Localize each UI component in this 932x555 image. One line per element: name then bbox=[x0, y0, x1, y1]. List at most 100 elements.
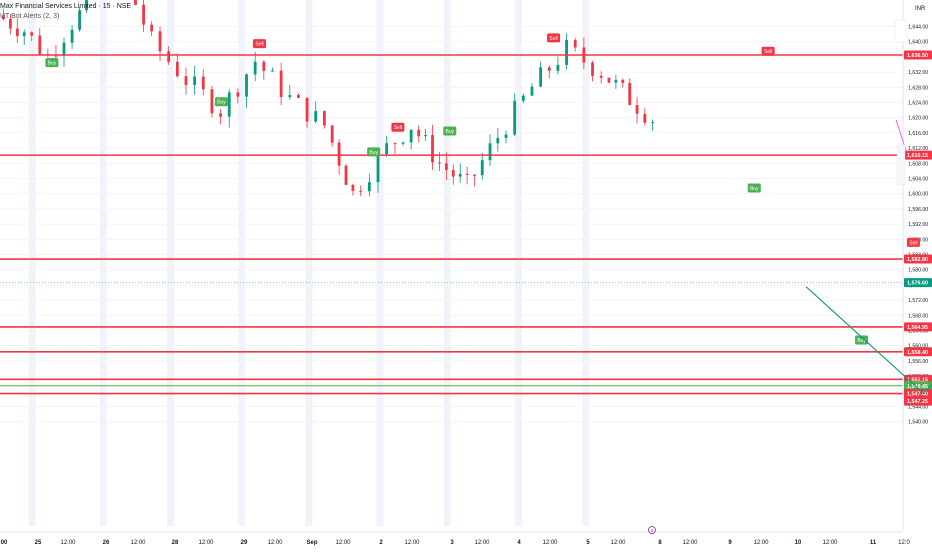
x-tick-label: 12:00 bbox=[682, 540, 698, 546]
x-tick-label: 12:00 bbox=[267, 540, 283, 546]
candle-body bbox=[628, 82, 632, 106]
x-tick-label: 12:0 bbox=[898, 540, 910, 546]
buy-signal-tag bbox=[367, 147, 381, 157]
indicator-name[interactable]: UT Bot Alerts (2, 3) bbox=[0, 13, 60, 20]
candle-body bbox=[322, 111, 326, 126]
sell-signal-tag bbox=[547, 33, 561, 43]
x-tick-label: 12:00 bbox=[130, 540, 146, 546]
y-tick-label: 1,564.00 bbox=[908, 329, 928, 335]
candle-body bbox=[458, 173, 462, 177]
level-price-tag bbox=[904, 322, 932, 332]
candle-body bbox=[409, 129, 413, 143]
candle-body bbox=[271, 70, 274, 72]
candle-body bbox=[38, 35, 42, 55]
candle-body bbox=[344, 165, 348, 185]
candle-body bbox=[521, 95, 525, 101]
y-tick-label: 1,604.00 bbox=[908, 177, 928, 183]
signal-label: Buy bbox=[369, 150, 378, 156]
x-tick-label: 10 bbox=[795, 540, 802, 546]
x-tick-label: Sep bbox=[306, 540, 317, 546]
signal-label: Sell bbox=[549, 36, 557, 42]
y-tick-label: 1,540.00 bbox=[908, 420, 928, 426]
signal-label: Sell bbox=[255, 42, 263, 48]
candle-body bbox=[465, 173, 469, 175]
candle-body bbox=[297, 95, 300, 98]
candle-body bbox=[621, 79, 625, 83]
candle-body bbox=[359, 190, 363, 192]
projection-path bbox=[805, 286, 932, 395]
x-tick-label: 9 bbox=[728, 540, 732, 546]
y-tick-label: 1,580.00 bbox=[908, 268, 928, 274]
signal-label: Buy bbox=[48, 61, 57, 67]
candle-body bbox=[385, 143, 389, 155]
candle-body bbox=[330, 125, 334, 143]
event-marker-label: 4 bbox=[651, 528, 654, 533]
candle-body bbox=[424, 135, 427, 137]
level-price-label: 1,547.40 bbox=[907, 392, 928, 398]
candle-body bbox=[444, 163, 448, 170]
candle-body bbox=[651, 122, 655, 124]
sell-signal-tag bbox=[761, 46, 775, 56]
y-tick-label: 1,560.00 bbox=[908, 344, 928, 350]
x-tick-label: 12:00 bbox=[335, 540, 351, 546]
x-tick-label: 4 bbox=[517, 540, 521, 546]
candle-body bbox=[30, 32, 34, 36]
signal-label: Buy bbox=[857, 338, 866, 344]
level-price-tag bbox=[904, 150, 932, 160]
level-price-tag bbox=[904, 389, 932, 399]
currency-label: INR bbox=[915, 6, 926, 12]
x-tick-label: 28 bbox=[172, 540, 179, 546]
candle-body bbox=[547, 67, 551, 71]
x-tick-label: 11 bbox=[870, 540, 877, 546]
y-tick-label: 1,544.00 bbox=[908, 405, 928, 411]
candle-body bbox=[134, 0, 137, 5]
x-tick-label: 12:00 bbox=[542, 540, 558, 546]
candle-body bbox=[530, 86, 534, 96]
session-band bbox=[515, 0, 522, 526]
candle-body bbox=[417, 129, 421, 137]
signal-label: Buy bbox=[217, 100, 226, 106]
level-price-label: 1,582.80 bbox=[907, 257, 928, 263]
candle-body bbox=[573, 40, 577, 48]
candle-body bbox=[376, 154, 380, 183]
candle-body bbox=[643, 113, 647, 123]
current-price-tag bbox=[904, 278, 932, 288]
candle-body bbox=[635, 105, 639, 114]
mini-panel bbox=[894, 19, 908, 43]
signal-label: Sell bbox=[909, 240, 917, 246]
candle-body bbox=[367, 182, 371, 192]
symbol-title[interactable]: Max Financial Services Limited · 15 · NS… bbox=[0, 3, 132, 10]
x-tick-label: 2 bbox=[379, 540, 383, 546]
y-tick-label: 1,608.00 bbox=[908, 161, 928, 167]
candle-body bbox=[70, 29, 74, 43]
candle-body bbox=[504, 134, 508, 138]
candle-body bbox=[262, 61, 266, 71]
x-tick-label: 12:00 bbox=[753, 540, 769, 546]
session-band bbox=[305, 0, 313, 526]
candle-body bbox=[451, 169, 455, 177]
candle-body bbox=[142, 4, 145, 25]
y-tick-label: 1,612.00 bbox=[908, 146, 928, 152]
candle-body bbox=[245, 74, 248, 97]
level-price-label: 1,610.15 bbox=[907, 153, 928, 159]
price-axis bbox=[903, 0, 932, 550]
x-tick-label: 12:00 bbox=[610, 540, 626, 546]
y-tick-label: 1,572.00 bbox=[908, 298, 928, 304]
candle-body bbox=[438, 162, 441, 164]
candle-body bbox=[496, 137, 500, 144]
event-marker bbox=[648, 526, 656, 534]
level-price-tag bbox=[904, 50, 932, 60]
y-tick-label: 1,596.00 bbox=[908, 207, 928, 213]
y-tick-label: 1,624.00 bbox=[908, 101, 928, 107]
session-band bbox=[238, 0, 246, 526]
x-tick-label: 00 bbox=[1, 540, 8, 546]
candle-body bbox=[351, 184, 355, 191]
candle-body bbox=[167, 51, 171, 62]
x-tick-label: 12:00 bbox=[474, 540, 490, 546]
candle-body bbox=[314, 111, 318, 122]
candle-body bbox=[201, 76, 205, 90]
level-price-tag bbox=[904, 381, 932, 391]
x-tick-label: 29 bbox=[241, 540, 248, 546]
